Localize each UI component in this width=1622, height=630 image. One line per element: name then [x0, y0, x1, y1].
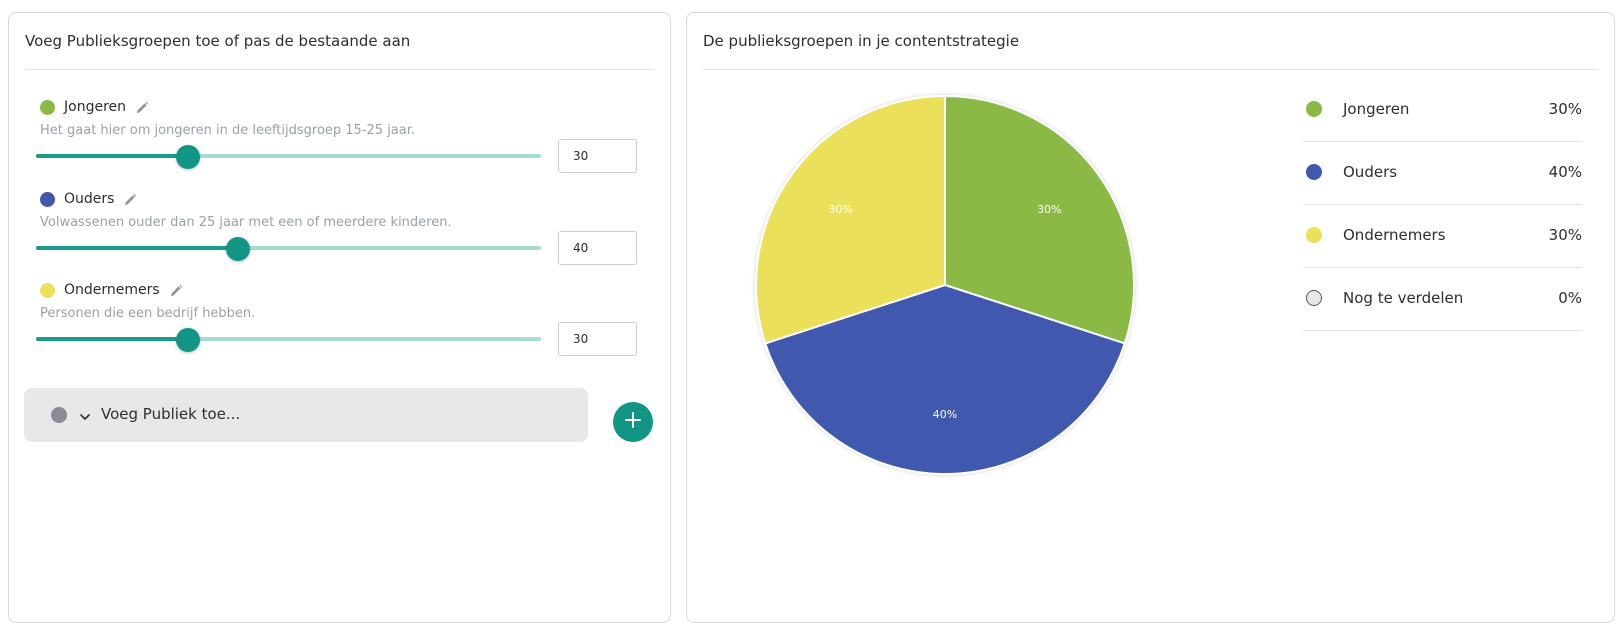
audience-group-ondernemers: Ondernemers Personen die een bedrijf heb…	[8, 280, 671, 372]
audience-group-header: Ondernemers	[40, 280, 183, 300]
pie-slice-ondernemers	[755, 94, 946, 345]
add-audience-dropdown[interactable]: Voeg Publiek toe...	[24, 388, 588, 442]
audience-group-jongeren: Jongeren Het gaat hier om jongeren in de…	[8, 97, 671, 189]
audience-group-description: Volwassenen ouder dan 25 jaar met een of…	[40, 215, 452, 230]
slider-track	[36, 337, 541, 341]
legend-item-name: Ondernemers	[1343, 226, 1446, 244]
plus-icon	[624, 411, 642, 433]
legend-item-name: Jongeren	[1343, 100, 1410, 118]
legend-item-name: Ouders	[1343, 163, 1398, 181]
color-dot	[40, 191, 55, 207]
divider	[25, 69, 654, 70]
pie-slice-ouders	[763, 283, 1127, 475]
divider	[1303, 204, 1582, 205]
pencil-icon[interactable]	[135, 100, 149, 114]
audience-share-input[interactable]	[558, 139, 637, 173]
legend-item-name: Nog te verdelen	[1343, 289, 1464, 307]
legend-item-value: 40%	[1548, 163, 1582, 181]
pencil-icon[interactable]	[169, 283, 183, 297]
color-dot	[1306, 227, 1322, 243]
slider-thumb[interactable]	[226, 237, 250, 261]
legend-item-value: 30%	[1548, 226, 1582, 244]
color-dot	[51, 407, 67, 423]
audience-share-input[interactable]	[558, 231, 637, 265]
legend-item-jongeren: Jongeren 30%	[1303, 79, 1582, 142]
divider	[1303, 330, 1582, 331]
audience-group-description: Het gaat hier om jongeren in de leeftijd…	[40, 123, 416, 138]
legend-item-value: 0%	[1558, 289, 1582, 307]
legend-item-ouders: Ouders 40%	[1303, 142, 1582, 205]
audience-group-name: Ouders	[64, 191, 115, 207]
slider-track	[36, 154, 541, 158]
slider-thumb[interactable]	[175, 328, 200, 352]
pie-slice-label: 40%	[933, 408, 957, 421]
color-dot	[40, 282, 55, 298]
audience-editor-panel: Voeg Publieksgroepen toe of pas de besta…	[8, 12, 671, 623]
slider-fill	[36, 246, 238, 250]
chevron-down-icon	[79, 408, 91, 420]
audience-group-ouders: Ouders Volwassenen ouder dan 25 jaar met…	[8, 189, 671, 281]
audience-share-slider[interactable]	[36, 328, 541, 352]
add-audience-button[interactable]	[613, 402, 653, 442]
color-dot	[1306, 101, 1322, 117]
color-dot	[40, 99, 55, 115]
pie-slice-jongeren	[944, 94, 1135, 345]
legend-item-value: 30%	[1548, 100, 1582, 118]
divider	[1303, 267, 1582, 268]
audience-share-slider[interactable]	[36, 145, 541, 169]
slider-fill	[36, 154, 188, 158]
legend-item-ondernemers: Ondernemers 30%	[1303, 205, 1582, 268]
pie-slice-label: 30%	[1037, 203, 1061, 216]
color-dot	[1306, 290, 1322, 306]
divider	[703, 69, 1598, 70]
audience-group-name: Ondernemers	[64, 282, 160, 298]
pencil-icon[interactable]	[123, 192, 137, 206]
divider	[1303, 141, 1582, 142]
audience-group-description: Personen die een bedrijf hebben.	[40, 306, 256, 321]
audience-share-slider[interactable]	[36, 237, 541, 261]
color-dot	[1306, 164, 1322, 180]
audience-share-input[interactable]	[558, 322, 637, 356]
audience-group-header: Ouders	[40, 189, 137, 209]
audience-pie-chart: 30% 40% 30%	[755, 94, 1135, 475]
audience-group-name: Jongeren	[64, 99, 127, 115]
panel-title: Voeg Publieksgroepen toe of pas de besta…	[25, 32, 411, 50]
pie-slice-label: 30%	[828, 203, 852, 216]
audience-group-header: Jongeren	[40, 97, 149, 117]
slider-track	[36, 246, 541, 250]
add-audience-label: Voeg Publiek toe...	[101, 405, 241, 423]
panel-title: De publieksgroepen in je contentstrategi…	[703, 32, 1020, 50]
slider-thumb[interactable]	[175, 145, 200, 169]
slider-fill	[36, 337, 188, 341]
legend-item-nog-te-verdelen: Nog te verdelen 0%	[1303, 268, 1582, 331]
